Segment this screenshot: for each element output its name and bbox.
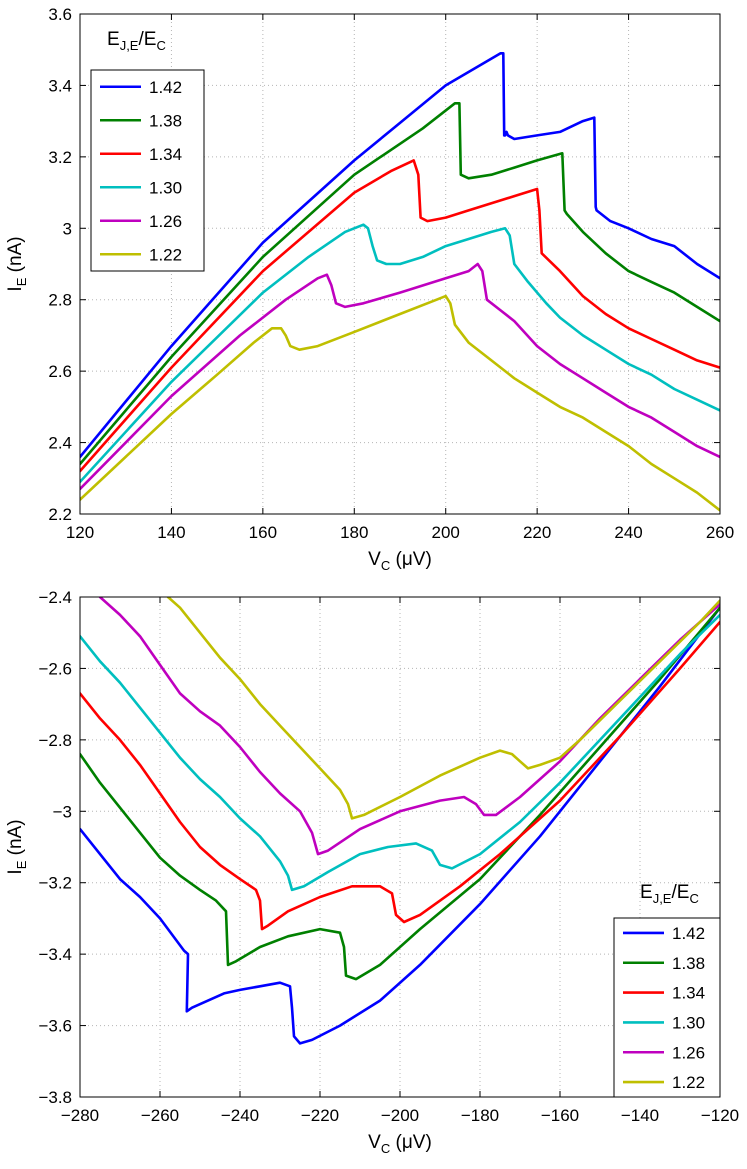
y-tick-label: 3.6 [48, 5, 72, 24]
legend-box [90, 69, 205, 272]
y-tick-label: 2.6 [48, 362, 72, 381]
legend-label-1.30: 1.30 [149, 178, 182, 197]
y-tick-label: 2.8 [48, 291, 72, 310]
x-tick-label: 240 [614, 523, 642, 542]
chart-top: 120 140 160 180 200 220 240 260 2.2 2.4 2.6 2.8 3 3.2… [5, 5, 734, 573]
x-tick-label: 160 [249, 523, 277, 542]
axes-frame [79, 13, 721, 515]
x-tick-label: −200 [381, 1106, 419, 1125]
legend-label-1.26: 1.26 [149, 212, 182, 231]
y-tick-label: 3.4 [48, 76, 72, 95]
legend-label-1.34: 1.34 [672, 984, 705, 1003]
series-line-1.26 [80, 262, 720, 491]
legend-title: EJ,E/EC [640, 882, 699, 906]
legend-label-1.22: 1.22 [149, 245, 182, 264]
x-tick-label: −280 [61, 1106, 99, 1125]
series-line-1.34 [80, 620, 720, 931]
x-tick-label: 140 [157, 523, 185, 542]
legend-label-1.30: 1.30 [672, 1013, 705, 1032]
y-axis-label: IE (nA) [5, 236, 29, 291]
x-tick-label: 220 [523, 523, 551, 542]
x-tick-label: 200 [432, 523, 460, 542]
y-tick-label: −2.4 [38, 588, 72, 607]
legend-box [613, 917, 721, 1098]
chart-bottom: −280 −260 −240 −220 −200 −180 −160 −140 −120 −3.8… [5, 588, 739, 1156]
series-line-1.30 [80, 223, 720, 484]
series-line-1.38 [80, 102, 720, 466]
legend-label-1.42: 1.42 [149, 78, 182, 97]
y-tick-label: 3 [63, 219, 72, 238]
y-axis-label: IE (nA) [5, 819, 29, 874]
legend-title: EJ,E/EC [107, 29, 166, 53]
legend-label-1.38: 1.38 [149, 111, 182, 130]
x-tick-label: −180 [461, 1106, 499, 1125]
x-axis-label: VC (μV) [368, 1132, 432, 1156]
legend-label-1.42: 1.42 [672, 924, 705, 943]
series-line-1.30 [80, 613, 720, 892]
y-tick-label: 3.2 [48, 148, 72, 167]
legend-label-1.22: 1.22 [672, 1073, 705, 1092]
series-line-1.34 [80, 159, 720, 473]
x-tick-label: −260 [141, 1106, 179, 1125]
legend-label-1.26: 1.26 [672, 1043, 705, 1062]
x-tick-label: −140 [621, 1106, 659, 1125]
y-tick-label: 2.2 [48, 505, 72, 524]
legend-label-1.38: 1.38 [672, 954, 705, 973]
x-tick-label: 180 [340, 523, 368, 542]
series-line-1.26 [98, 597, 720, 856]
series-line-1.22 [166, 597, 720, 820]
x-tick-label: −160 [541, 1106, 579, 1125]
y-tick-label: −3.4 [38, 945, 72, 964]
x-tick-label: −240 [221, 1106, 259, 1125]
x-tick-label: −120 [701, 1106, 739, 1125]
x-axis-label: VC (μV) [368, 549, 432, 573]
y-tick-label: −2.8 [38, 731, 72, 750]
series-line-1.38 [80, 606, 720, 981]
x-tick-label: −220 [301, 1106, 339, 1125]
y-tick-label: −2.6 [38, 659, 72, 678]
y-tick-label: −3 [53, 802, 72, 821]
series-line-1.42 [80, 52, 720, 459]
y-tick-label: 2.4 [48, 434, 72, 453]
y-tick-label: −3.6 [38, 1017, 72, 1036]
x-tick-label: 120 [66, 523, 94, 542]
y-tick-label: −3.2 [38, 874, 72, 893]
legend-label-1.34: 1.34 [149, 145, 182, 164]
x-tick-label: 260 [706, 523, 734, 542]
series-line-1.42 [80, 606, 720, 1045]
y-tick-label: −3.8 [38, 1088, 72, 1107]
series-line-1.22 [80, 294, 720, 512]
